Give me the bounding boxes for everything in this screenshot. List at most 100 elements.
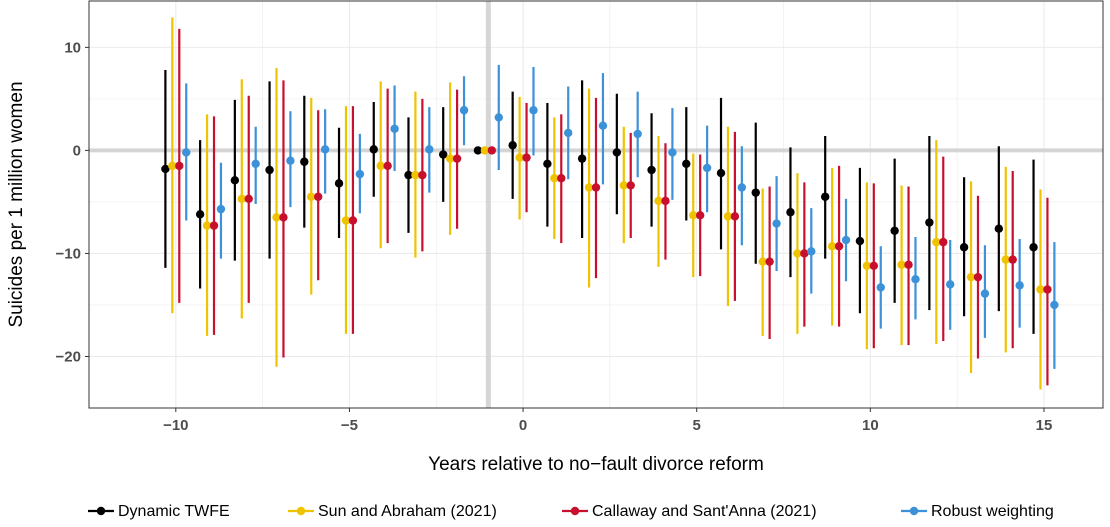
estimate-point (175, 161, 184, 171)
estimate-point (286, 156, 295, 165)
estimate-point (793, 249, 802, 258)
estimate-point (1036, 285, 1045, 294)
legend-label: Dynamic TWFE (118, 503, 230, 520)
estimate-point (452, 154, 462, 163)
x-tick-label: −5 (341, 417, 358, 434)
estimate-point (182, 148, 191, 157)
legend-label: Sun and Abraham (2021) (318, 503, 497, 520)
estimate-point (244, 194, 253, 204)
estimate-point (300, 157, 309, 166)
estimate-point (473, 146, 483, 155)
estimate-point (786, 208, 795, 217)
estimate-point (723, 212, 733, 221)
estimate-point (730, 212, 740, 221)
estimate-point (702, 163, 712, 173)
estimate-point (564, 128, 573, 138)
x-axis-ticks: −10 −5 0 5 10 15 (163, 408, 1052, 434)
estimate-point (946, 280, 955, 289)
y-tick-label: 0 (73, 142, 81, 159)
estimate-point (925, 218, 934, 227)
estimate-point (800, 249, 809, 258)
x-tick-label: −10 (163, 417, 188, 434)
estimate-point (251, 159, 260, 168)
estimate-point (869, 261, 879, 271)
estimate-point (619, 181, 628, 190)
estimate-point (202, 221, 212, 230)
estimate-point (1015, 281, 1024, 290)
legend-key-point (96, 506, 106, 516)
estimate-point (654, 196, 663, 206)
estimate-point (820, 192, 830, 201)
estimate-point (1029, 243, 1038, 252)
y-tick-label: −10 (56, 245, 81, 262)
estimate-point (425, 145, 434, 154)
estimate-point (904, 260, 913, 269)
estimate-point (765, 257, 774, 266)
estimate-point (695, 211, 705, 220)
estimate-point (668, 148, 677, 157)
estimate-point (876, 283, 885, 292)
y-tick-label: −20 (56, 348, 81, 365)
estimate-point (772, 219, 781, 228)
estimate-point (522, 153, 531, 162)
series-2 (175, 28, 1052, 386)
series-3 (182, 64, 1059, 369)
estimate-point (897, 260, 906, 269)
estimate-point (807, 247, 816, 256)
estimate-point (959, 243, 969, 252)
legend-item: Dynamic TWFE (88, 503, 230, 520)
estimate-point (404, 170, 413, 180)
estimate-point (265, 165, 274, 175)
plot-panel-border (88, 0, 1104, 409)
estimate-point (661, 196, 670, 206)
x-tick-label: 5 (693, 417, 701, 434)
estimate-point (827, 242, 837, 251)
estimate-point (737, 183, 747, 192)
estimate-point (591, 183, 601, 192)
estimate-point (980, 289, 990, 298)
series-1 (168, 17, 1045, 390)
estimate-point (716, 168, 726, 178)
estimate-point (855, 236, 865, 246)
estimate-point (168, 161, 177, 171)
estimate-point (966, 272, 976, 282)
estimate-point (647, 165, 656, 175)
legend-key-point (909, 506, 919, 516)
estimate-point (216, 204, 226, 214)
legend-item: Robust weighting (901, 503, 1054, 520)
y-axis-ticks: −20 −10 0 10 (56, 39, 89, 365)
legend-key-point (570, 506, 580, 516)
estimate-point (994, 224, 1004, 233)
estimate-point (841, 235, 851, 245)
estimate-point (459, 106, 469, 115)
estimate-point (480, 146, 490, 155)
estimate-point (439, 150, 448, 159)
estimate-point (550, 174, 559, 183)
x-tick-label: 10 (862, 417, 879, 434)
estimate-point (487, 146, 497, 155)
estimate-point (320, 145, 330, 154)
series-marks (161, 17, 1059, 390)
estimate-point (890, 226, 899, 235)
estimate-point (209, 221, 219, 230)
legend-label: Callaway and Sant'Anna (2021) (592, 503, 817, 520)
estimate-point (390, 124, 399, 133)
legend-label: Robust weighting (931, 503, 1054, 520)
estimate-point (237, 194, 246, 204)
estimate-point (598, 121, 608, 130)
legend-item: Callaway and Sant'Anna (2021) (562, 503, 817, 520)
legend: Dynamic TWFE Sun and Abraham (2021) Callaw… (88, 503, 1054, 520)
estimate-point (341, 216, 351, 225)
estimate-point (355, 169, 365, 179)
estimate-point (307, 192, 316, 201)
estimate-point (1008, 255, 1017, 264)
estimate-point (626, 181, 635, 190)
estimate-point (758, 257, 767, 266)
estimate-point (1001, 255, 1010, 264)
estimate-point (834, 242, 844, 251)
estimate-point (1050, 300, 1059, 310)
estimate-point (348, 216, 358, 225)
y-tick-label: 10 (64, 39, 81, 56)
estimate-point (1043, 285, 1052, 294)
